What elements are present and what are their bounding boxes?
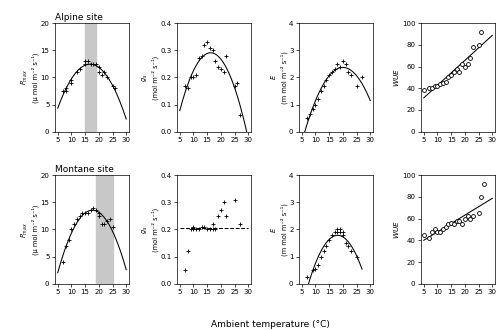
Y-axis label: $E$
(m mol m⁻² s⁻¹): $E$ (m mol m⁻² s⁻¹) [270,51,287,104]
Y-axis label: $E$
(m mol m⁻² s⁻¹): $E$ (m mol m⁻² s⁻¹) [270,203,287,256]
Text: Ambient temperature (°C): Ambient temperature (°C) [210,320,330,329]
Y-axis label: $g_s$
(mol m⁻² s⁻¹): $g_s$ (mol m⁻² s⁻¹) [140,207,159,251]
Y-axis label: $WUE$: $WUE$ [392,68,400,87]
Bar [96,175,112,284]
Y-axis label: $P_{max}$
(μ mol m⁻² s⁻¹): $P_{max}$ (μ mol m⁻² s⁻¹) [20,52,39,103]
Bar [85,23,96,132]
Text: Alpine site: Alpine site [55,13,103,22]
Y-axis label: $WUE$: $WUE$ [392,220,400,239]
Text: Montane site: Montane site [55,165,114,174]
Y-axis label: $P_{max}$
(μ mol m⁻² s⁻¹): $P_{max}$ (μ mol m⁻² s⁻¹) [20,204,39,255]
Y-axis label: $g_s$
(mol m⁻² s⁻¹): $g_s$ (mol m⁻² s⁻¹) [140,55,159,100]
